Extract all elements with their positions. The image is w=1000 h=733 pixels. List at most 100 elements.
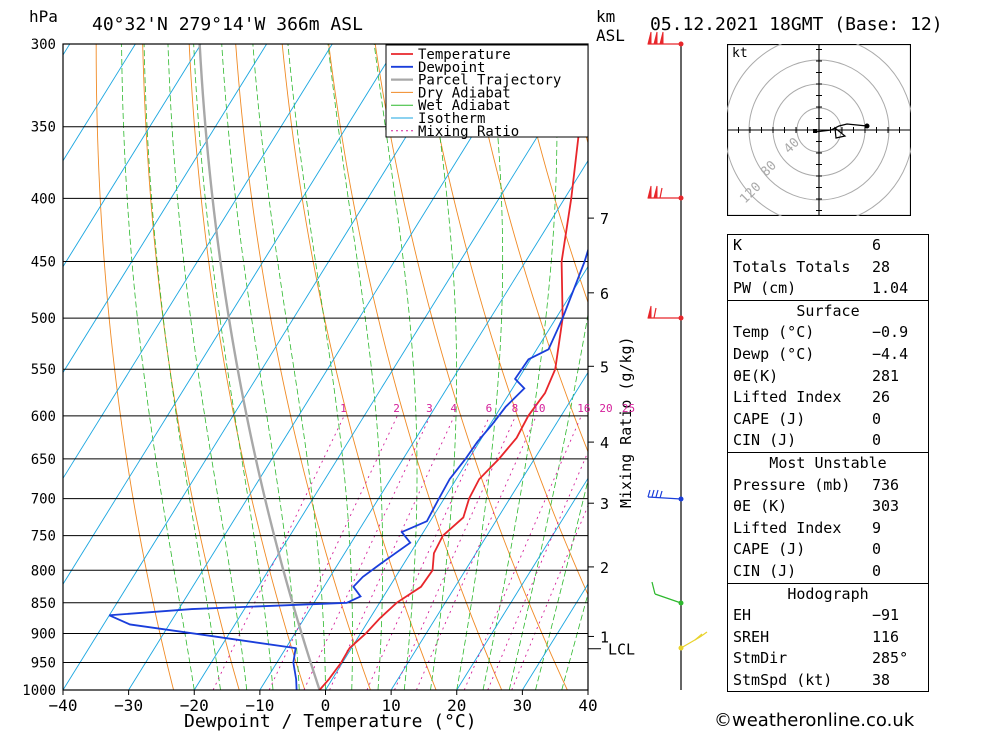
height-label-2: 2 xyxy=(600,559,609,577)
surface-cape-value: 0 xyxy=(872,409,882,428)
isotherm xyxy=(0,44,4,690)
row-stmspd: StmSpd (kt) 38 xyxy=(728,670,928,692)
mu-cape-value: 0 xyxy=(872,540,882,559)
dry-adiabat xyxy=(235,44,371,690)
mixing-ratio-line xyxy=(268,415,398,690)
wet-adiabat xyxy=(167,44,248,690)
isotherm xyxy=(128,44,530,690)
totals-value: 28 xyxy=(872,257,891,276)
dry-adiabat xyxy=(142,44,240,690)
pressure-unit: hPa xyxy=(29,7,58,26)
row-mu-li: Lifted Index 9 xyxy=(728,518,928,540)
dewpoint-line xyxy=(108,247,588,690)
copyright-footer[interactable]: ©weatheronline.co.uk xyxy=(714,710,915,731)
dry-adiabat xyxy=(925,26,1000,690)
stmspd-value: 38 xyxy=(872,670,891,689)
surface-header: Surface xyxy=(728,299,928,323)
wind-barb-925 xyxy=(678,631,708,651)
x-tick-label: −10 xyxy=(245,696,274,715)
row-eh: EH −91 xyxy=(728,605,928,627)
legend-entry: Wet Adiabat xyxy=(418,98,511,114)
height-label-5: 5 xyxy=(600,358,609,376)
row-mu-pressure: Pressure (mb) 736 xyxy=(728,475,928,497)
surface-li-value: 26 xyxy=(872,388,891,407)
k-index-value: 6 xyxy=(872,236,882,254)
y-tick-label: 450 xyxy=(31,255,56,271)
mixing-ratio-label: 1 xyxy=(340,402,347,415)
height-unit-asl: ASL xyxy=(596,26,625,45)
y-tick-label: 950 xyxy=(31,655,56,671)
mixing-ratio-line xyxy=(487,450,588,690)
wet-adiabat xyxy=(193,44,274,690)
datetime-title: 05.12.2021 18GMT (Base: 12) xyxy=(650,14,943,35)
row-surface-cin: CIN (J) 0 xyxy=(728,430,928,452)
mu-theta-value: 303 xyxy=(872,497,900,516)
mixing-ratio-label: 3 xyxy=(426,402,433,415)
legend-entry: Dewpoint xyxy=(418,60,485,76)
wind-barb-850 xyxy=(651,581,684,606)
isotherm xyxy=(63,44,333,480)
mu-cin-value: 0 xyxy=(872,561,882,580)
isotherm xyxy=(63,44,202,268)
isotherm xyxy=(456,477,588,690)
height-label-LCL: LCL xyxy=(608,641,635,659)
location-title: 40°32'N 279°14'W 366m ASL xyxy=(92,14,363,35)
y-tick-label: 1000 xyxy=(22,683,56,699)
eh-value: −91 xyxy=(872,606,900,625)
mixing-ratio-label: 4 xyxy=(450,402,457,415)
row-mu-cape: CAPE (J) 0 xyxy=(728,539,928,561)
wet-adiabat xyxy=(373,44,418,690)
isotherm xyxy=(193,54,588,690)
y-tick-label: 850 xyxy=(31,596,56,612)
y-tick-label: 800 xyxy=(31,563,56,579)
mixing-ratio-label: 16 xyxy=(577,402,590,415)
dry-adiabat xyxy=(188,44,306,690)
y-tick-label: 300 xyxy=(31,37,56,53)
surface-dewp-value: −4.4 xyxy=(872,344,909,363)
height-label-7: 7 xyxy=(600,210,609,228)
axes: 3003504004505005506006507007508008509009… xyxy=(22,37,597,715)
x-tick-label: −30 xyxy=(114,696,143,715)
wet-adiabat xyxy=(287,44,353,690)
wet-adiabat xyxy=(456,44,504,690)
hodograph-trace xyxy=(814,123,868,133)
mixing-ratio-line xyxy=(366,415,491,690)
wet-adiabat xyxy=(221,44,300,690)
pw-value: 1.04 xyxy=(872,279,909,298)
row-totals: Totals Totals 28 xyxy=(728,257,928,279)
mixing-ratio-label: 20 xyxy=(599,402,612,415)
x-tick-label: 30 xyxy=(513,696,532,715)
legend-entry: Parcel Trajectory xyxy=(418,73,561,89)
y-tick-label: 750 xyxy=(31,529,56,545)
row-surface-theta: θE(K) 281 xyxy=(728,366,928,388)
legend-entry: Mixing Ratio xyxy=(418,124,519,140)
sreh-value: 116 xyxy=(872,627,900,646)
mixing-ratio-label: 6 xyxy=(486,402,493,415)
isotherm xyxy=(63,44,399,586)
mixing-ratio-label: 10 xyxy=(532,402,545,415)
row-surface-dewp: Dewp (°C) −4.4 xyxy=(728,344,928,366)
legend-entry: Temperature xyxy=(418,47,511,63)
dry-adiabat xyxy=(971,26,1000,690)
height-label-4: 4 xyxy=(600,434,609,452)
isotherm xyxy=(63,44,268,374)
row-mu-theta: θE (K) 303 xyxy=(728,496,928,518)
height-unit-km: km xyxy=(596,7,615,26)
hodograph: kt 40 80 120 xyxy=(727,44,911,216)
y-tick-label: 650 xyxy=(31,452,56,468)
dry-adiabat xyxy=(374,44,568,690)
background-lines xyxy=(0,26,1000,690)
dry-adiabat xyxy=(95,44,175,690)
mixing-ratio-label: 2 xyxy=(393,402,400,415)
x-tick-label: 20 xyxy=(447,696,466,715)
row-pw: PW (cm) 1.04 xyxy=(728,278,928,300)
row-surface-temp: Temp (°C) −0.9 xyxy=(728,322,928,344)
x-tick-label: −40 xyxy=(49,696,78,715)
wet-adiabat xyxy=(252,44,326,690)
wind-barb-500 xyxy=(647,305,684,321)
legend-entry: Dry Adiabat xyxy=(418,85,511,101)
surface-temp-value: −0.9 xyxy=(872,323,909,342)
mixing-ratio-line xyxy=(303,415,431,690)
